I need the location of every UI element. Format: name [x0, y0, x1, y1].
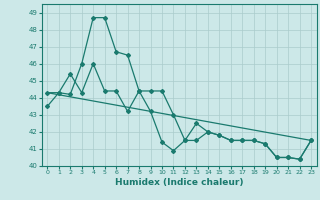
X-axis label: Humidex (Indice chaleur): Humidex (Indice chaleur): [115, 178, 244, 187]
